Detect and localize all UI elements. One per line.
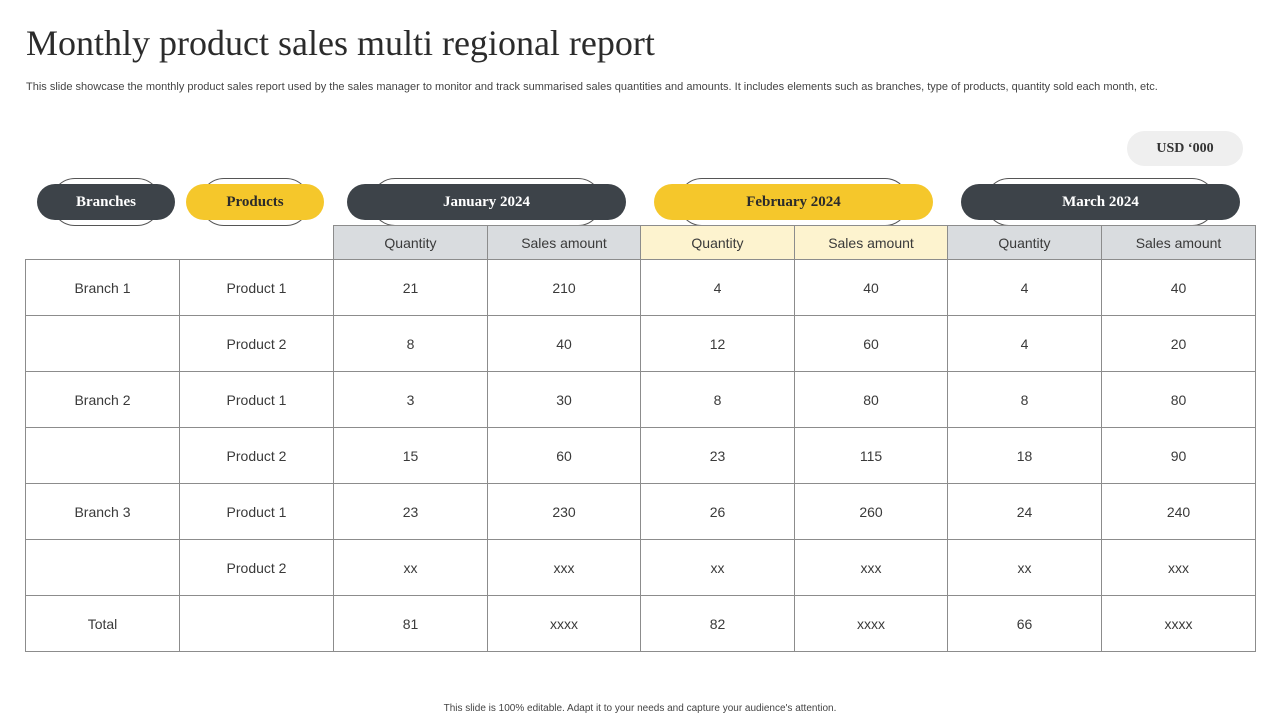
value-cell: 21: [333, 259, 488, 316]
value-cell: 4: [947, 259, 1102, 316]
february-header-pill: February 2024: [654, 178, 933, 226]
products-header-label: Products: [186, 184, 324, 220]
value-cell: 23: [333, 483, 488, 540]
feb-sales-amount-header: Sales amount: [794, 225, 948, 260]
branch-cell: [25, 539, 180, 596]
value-cell: 4: [947, 315, 1102, 372]
value-cell: 8: [333, 315, 488, 372]
mar-sales-amount-header: Sales amount: [1101, 225, 1256, 260]
branch-cell: [25, 427, 180, 484]
value-cell: 23: [640, 427, 795, 484]
table-row: Branch 3 Product 1 23 230 26 260 24 240: [25, 483, 1256, 540]
value-cell: 15: [333, 427, 488, 484]
value-cell: 40: [794, 259, 948, 316]
branch-cell: Branch 1: [25, 259, 180, 316]
value-cell: 12: [640, 315, 795, 372]
value-cell: 24: [947, 483, 1102, 540]
product-cell: Product 1: [179, 259, 334, 316]
total-row: Total 81 xxxx 82 xxxx 66 xxxx: [25, 595, 1256, 652]
value-cell: xx: [947, 539, 1102, 596]
value-cell: 40: [1101, 259, 1256, 316]
table-row: Branch 1 Product 1 21 210 4 40 4 40: [25, 259, 1256, 316]
sales-table: Quantity Sales amount Quantity Sales amo…: [25, 225, 1256, 652]
total-value-cell: 81: [333, 595, 488, 652]
products-header-pill: Products: [186, 178, 324, 226]
product-cell: Product 1: [179, 483, 334, 540]
sub-header-row: Quantity Sales amount Quantity Sales amo…: [26, 225, 1256, 260]
product-cell: Product 2: [179, 539, 334, 596]
table-row: Branch 2 Product 1 3 30 8 80 8 80: [25, 371, 1256, 428]
blank-header-cell: [26, 226, 180, 260]
value-cell: 3: [333, 371, 488, 428]
value-cell: 8: [640, 371, 795, 428]
january-header-label: January 2024: [347, 184, 626, 220]
value-cell: 115: [794, 427, 948, 484]
product-cell: Product 1: [179, 371, 334, 428]
jan-sales-amount-header: Sales amount: [487, 225, 641, 260]
blank-header-cell: [180, 226, 334, 260]
march-header-pill: March 2024: [961, 178, 1240, 226]
value-cell: 230: [487, 483, 641, 540]
currency-unit-badge: USD ‘000: [1127, 131, 1243, 166]
mar-quantity-header: Quantity: [947, 225, 1102, 260]
page-title: Monthly product sales multi regional rep…: [26, 23, 655, 63]
value-cell: 18: [947, 427, 1102, 484]
value-cell: 4: [640, 259, 795, 316]
january-header-pill: January 2024: [347, 178, 626, 226]
value-cell: 40: [487, 315, 641, 372]
table-row: Product 2 15 60 23 115 18 90: [25, 427, 1256, 484]
total-label-cell: Total: [25, 595, 180, 652]
branch-cell: [25, 315, 180, 372]
march-header-label: March 2024: [961, 184, 1240, 220]
total-value-cell: 82: [640, 595, 795, 652]
feb-quantity-header: Quantity: [640, 225, 795, 260]
jan-quantity-header: Quantity: [333, 225, 488, 260]
product-cell: [179, 595, 334, 652]
value-cell: 20: [1101, 315, 1256, 372]
value-cell: 60: [487, 427, 641, 484]
branch-cell: Branch 3: [25, 483, 180, 540]
value-cell: 60: [794, 315, 948, 372]
value-cell: 30: [487, 371, 641, 428]
value-cell: xxx: [794, 539, 948, 596]
product-cell: Product 2: [179, 427, 334, 484]
value-cell: 240: [1101, 483, 1256, 540]
total-value-cell: 66: [947, 595, 1102, 652]
branches-header-label: Branches: [37, 184, 175, 220]
value-cell: 80: [1101, 371, 1256, 428]
total-value-cell: xxxx: [1101, 595, 1256, 652]
footer-note: This slide is 100% editable. Adapt it to…: [443, 703, 837, 714]
page-subtitle: This slide showcase the monthly product …: [26, 81, 1158, 93]
total-value-cell: xxxx: [487, 595, 641, 652]
value-cell: xx: [333, 539, 488, 596]
table-row: Product 2 8 40 12 60 4 20: [25, 315, 1256, 372]
value-cell: 90: [1101, 427, 1256, 484]
table-row: Product 2 xx xxx xx xxx xx xxx: [25, 539, 1256, 596]
branches-header-pill: Branches: [37, 178, 175, 226]
value-cell: xxx: [1101, 539, 1256, 596]
value-cell: 80: [794, 371, 948, 428]
february-header-label: February 2024: [654, 184, 933, 220]
value-cell: 210: [487, 259, 641, 316]
value-cell: xxx: [487, 539, 641, 596]
value-cell: 260: [794, 483, 948, 540]
value-cell: xx: [640, 539, 795, 596]
branch-cell: Branch 2: [25, 371, 180, 428]
product-cell: Product 2: [179, 315, 334, 372]
total-value-cell: xxxx: [794, 595, 948, 652]
value-cell: 8: [947, 371, 1102, 428]
value-cell: 26: [640, 483, 795, 540]
